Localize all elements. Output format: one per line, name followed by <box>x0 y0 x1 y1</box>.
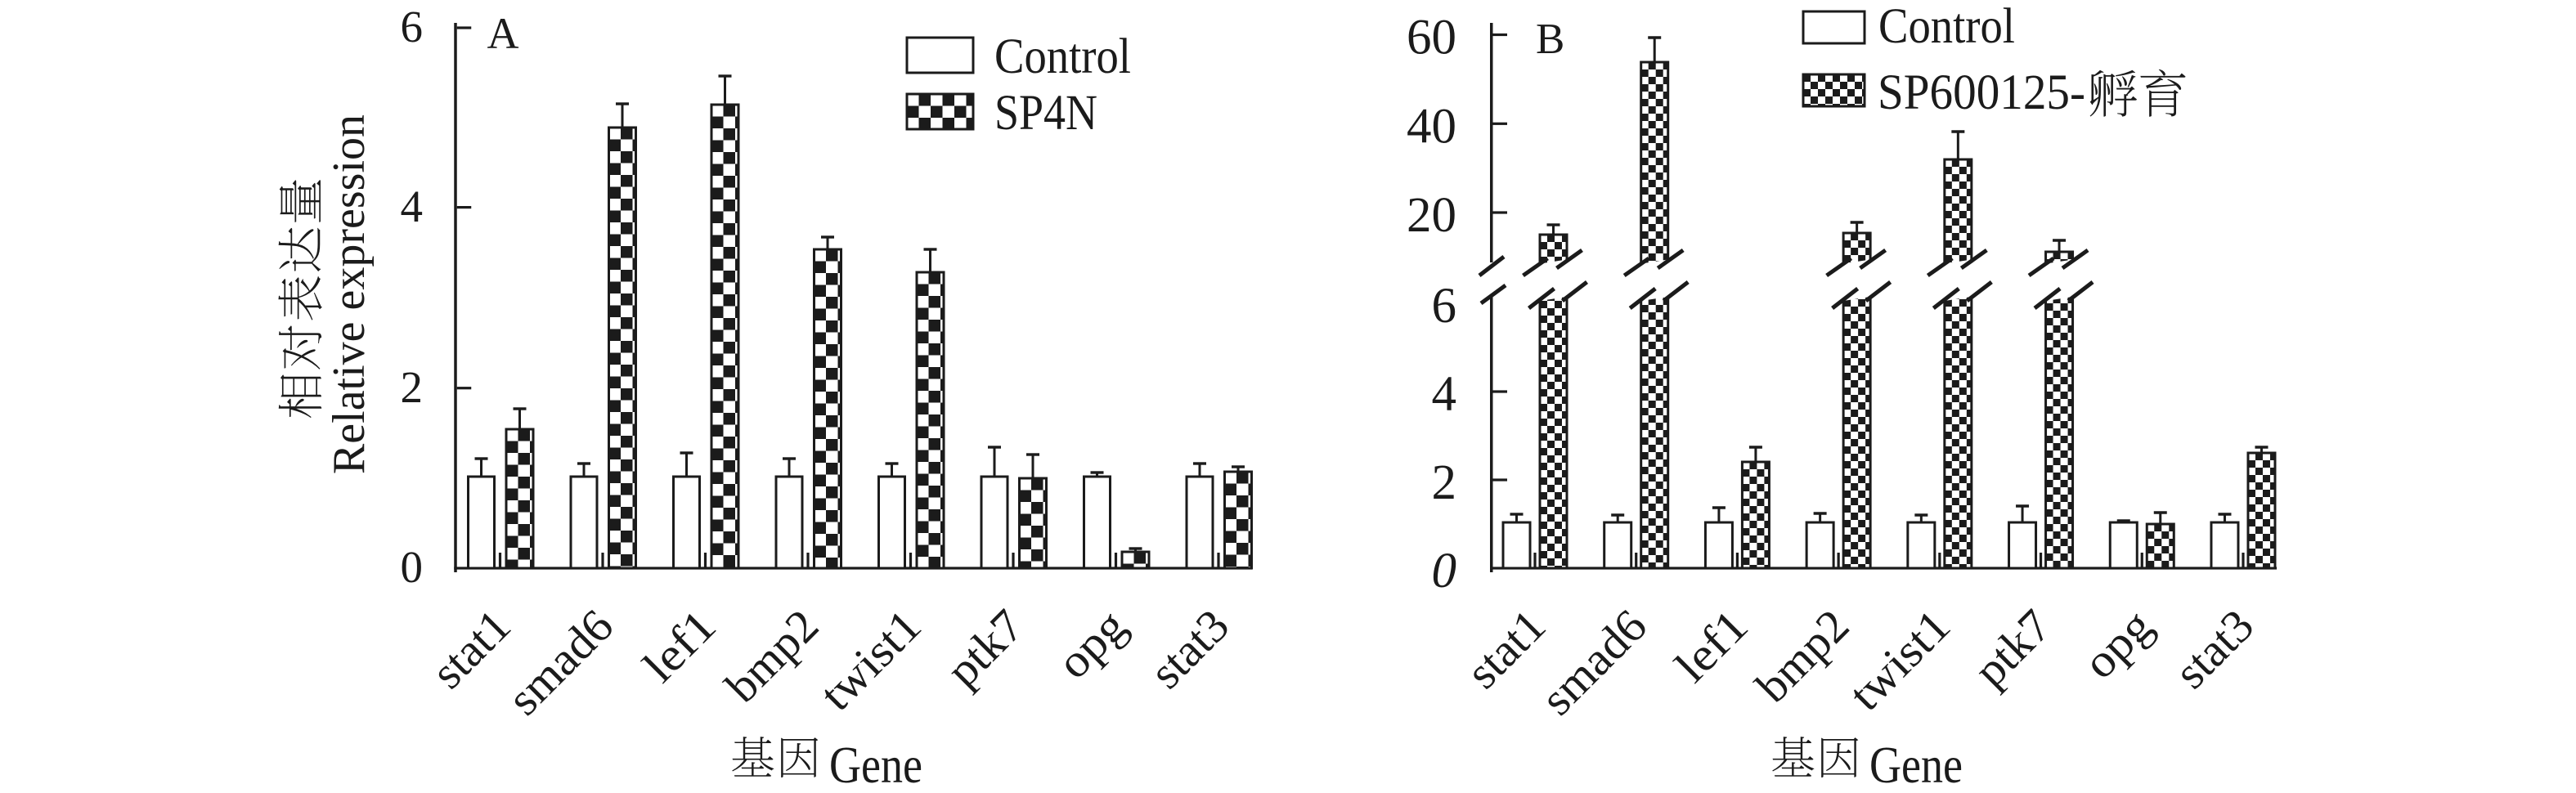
svg-text:Gene: Gene <box>1869 736 1963 793</box>
svg-text:Control: Control <box>994 29 1131 84</box>
svg-text:6: 6 <box>1432 279 1457 334</box>
svg-text:0: 0 <box>1432 544 1457 598</box>
svg-text:60: 60 <box>1407 11 1456 65</box>
svg-text:0: 0 <box>401 542 424 592</box>
svg-text:20: 20 <box>1407 188 1456 243</box>
svg-text:2: 2 <box>1432 455 1457 510</box>
svg-text:SP600125-: SP600125- <box>1878 65 2085 120</box>
svg-text:40: 40 <box>1407 99 1456 154</box>
svg-text:Gene: Gene <box>829 736 922 793</box>
svg-text:4: 4 <box>401 181 424 231</box>
svg-text:2: 2 <box>401 362 424 412</box>
svg-text:Relative expression: Relative expression <box>324 114 375 474</box>
svg-text:6: 6 <box>401 2 424 52</box>
svg-text:Control: Control <box>1878 0 2015 54</box>
svg-text:A: A <box>487 9 519 58</box>
svg-text:SP4N: SP4N <box>994 86 1097 141</box>
svg-text:B: B <box>1536 16 1564 63</box>
svg-text:4: 4 <box>1432 367 1457 422</box>
